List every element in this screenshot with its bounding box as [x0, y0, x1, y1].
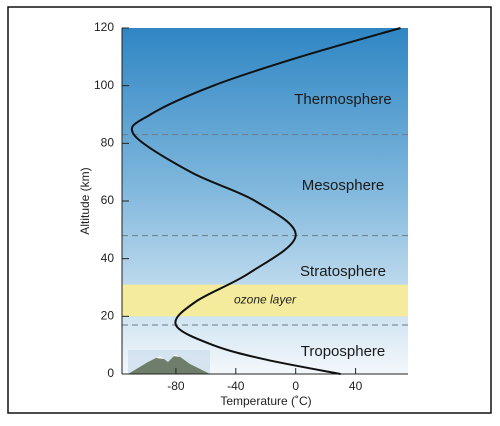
ozone-band [122, 284, 408, 317]
x-axis-label: Temperature (˚C) [220, 394, 311, 408]
y-tick-label: 60 [101, 193, 115, 207]
y-tick-label: 0 [107, 366, 114, 380]
x-tick-label: 40 [349, 379, 363, 393]
frame [7, 6, 492, 414]
x-tick-label: 0 [292, 379, 299, 393]
y-tick-label: 40 [101, 251, 115, 265]
x-tick-label: -80 [167, 379, 185, 393]
plot-background [122, 28, 408, 374]
y-tick-label: 100 [94, 78, 114, 92]
plot: ozone layer Thermosphere Mesosphere Stratos… [122, 91, 408, 360]
y-axis-label: Altitude (km) [78, 167, 92, 234]
ozone-label: ozone layer [234, 293, 297, 307]
layer-label: Troposphere [301, 343, 386, 360]
y-tick-label: 80 [101, 136, 115, 150]
mountains [128, 350, 210, 374]
layer-label: Stratosphere [300, 263, 386, 280]
y-tick-label: 120 [94, 20, 114, 34]
layer-label: Mesosphere [302, 177, 385, 194]
layer-label: Thermosphere [294, 91, 392, 108]
temperature-curve [130, 27, 401, 375]
y-tick-label: 20 [101, 309, 115, 323]
x-tick-label: -40 [227, 379, 245, 393]
